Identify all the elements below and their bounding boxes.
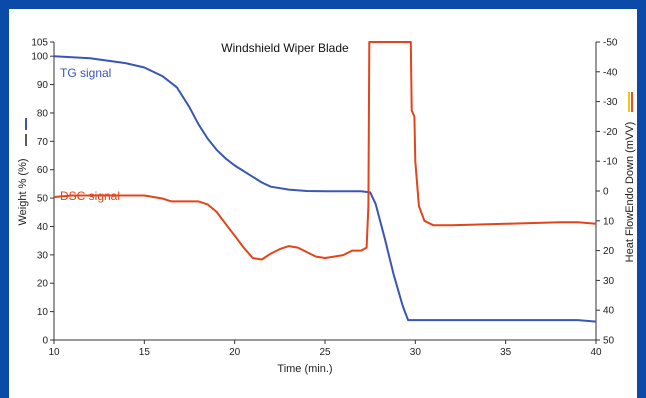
y-right-tick-label: 0 (603, 187, 609, 198)
y-left-tick-label: 70 (37, 137, 49, 148)
y-left-tick-label: 90 (37, 80, 49, 91)
y-left-tick-label: 20 (37, 279, 49, 290)
y-left-tick-label: 50 (37, 194, 49, 205)
y-left-tick-label: 40 (37, 222, 49, 233)
y-right-tick-label: -10 (603, 157, 618, 168)
y-left-tick-label: 10 (37, 307, 49, 318)
x-tick-label: 10 (48, 347, 60, 358)
tg-signal-line (53, 55, 597, 323)
y-right-tick-label: 10 (603, 216, 615, 227)
y-right-tick-label: 30 (603, 276, 615, 287)
y-right-tick-label: -20 (603, 127, 618, 138)
x-tick-label: 35 (500, 347, 512, 358)
chart-title: Windshield Wiper Blade (221, 41, 349, 55)
x-tick-label: 40 (590, 347, 602, 358)
y-left-tick-label: 0 (42, 336, 48, 347)
y-right-tick-label: 40 (603, 306, 615, 317)
y-right-tick-label: -40 (603, 67, 618, 78)
y-left-tick-label: 30 (37, 250, 49, 261)
tg-signal-label: TG signal (60, 66, 111, 80)
y-left-tick-label: 60 (37, 165, 49, 176)
y-right-tick-label: 20 (603, 246, 615, 257)
y-left-tick-label: 105 (31, 38, 48, 49)
y-right-tick-label: 50 (603, 336, 615, 347)
dsc-signal-line (53, 41, 597, 261)
y-left-tick-label: 100 (31, 52, 48, 63)
y-right-tick-label: -30 (603, 97, 618, 108)
x-tick-label: 25 (319, 347, 331, 358)
x-tick-label: 20 (229, 347, 241, 358)
y-right-axis-title: Heat FlowEndo Down (mVV) (624, 122, 636, 263)
chart-panel (9, 9, 637, 398)
y-left-tick-label: 80 (37, 108, 49, 119)
x-tick-label: 30 (410, 347, 422, 358)
y-right-tick-label: -50 (603, 38, 618, 49)
x-axis-title: Time (min.) (277, 363, 332, 375)
y-left-axis-title: Weight % (%) (17, 158, 29, 225)
x-tick-label: 15 (139, 347, 151, 358)
